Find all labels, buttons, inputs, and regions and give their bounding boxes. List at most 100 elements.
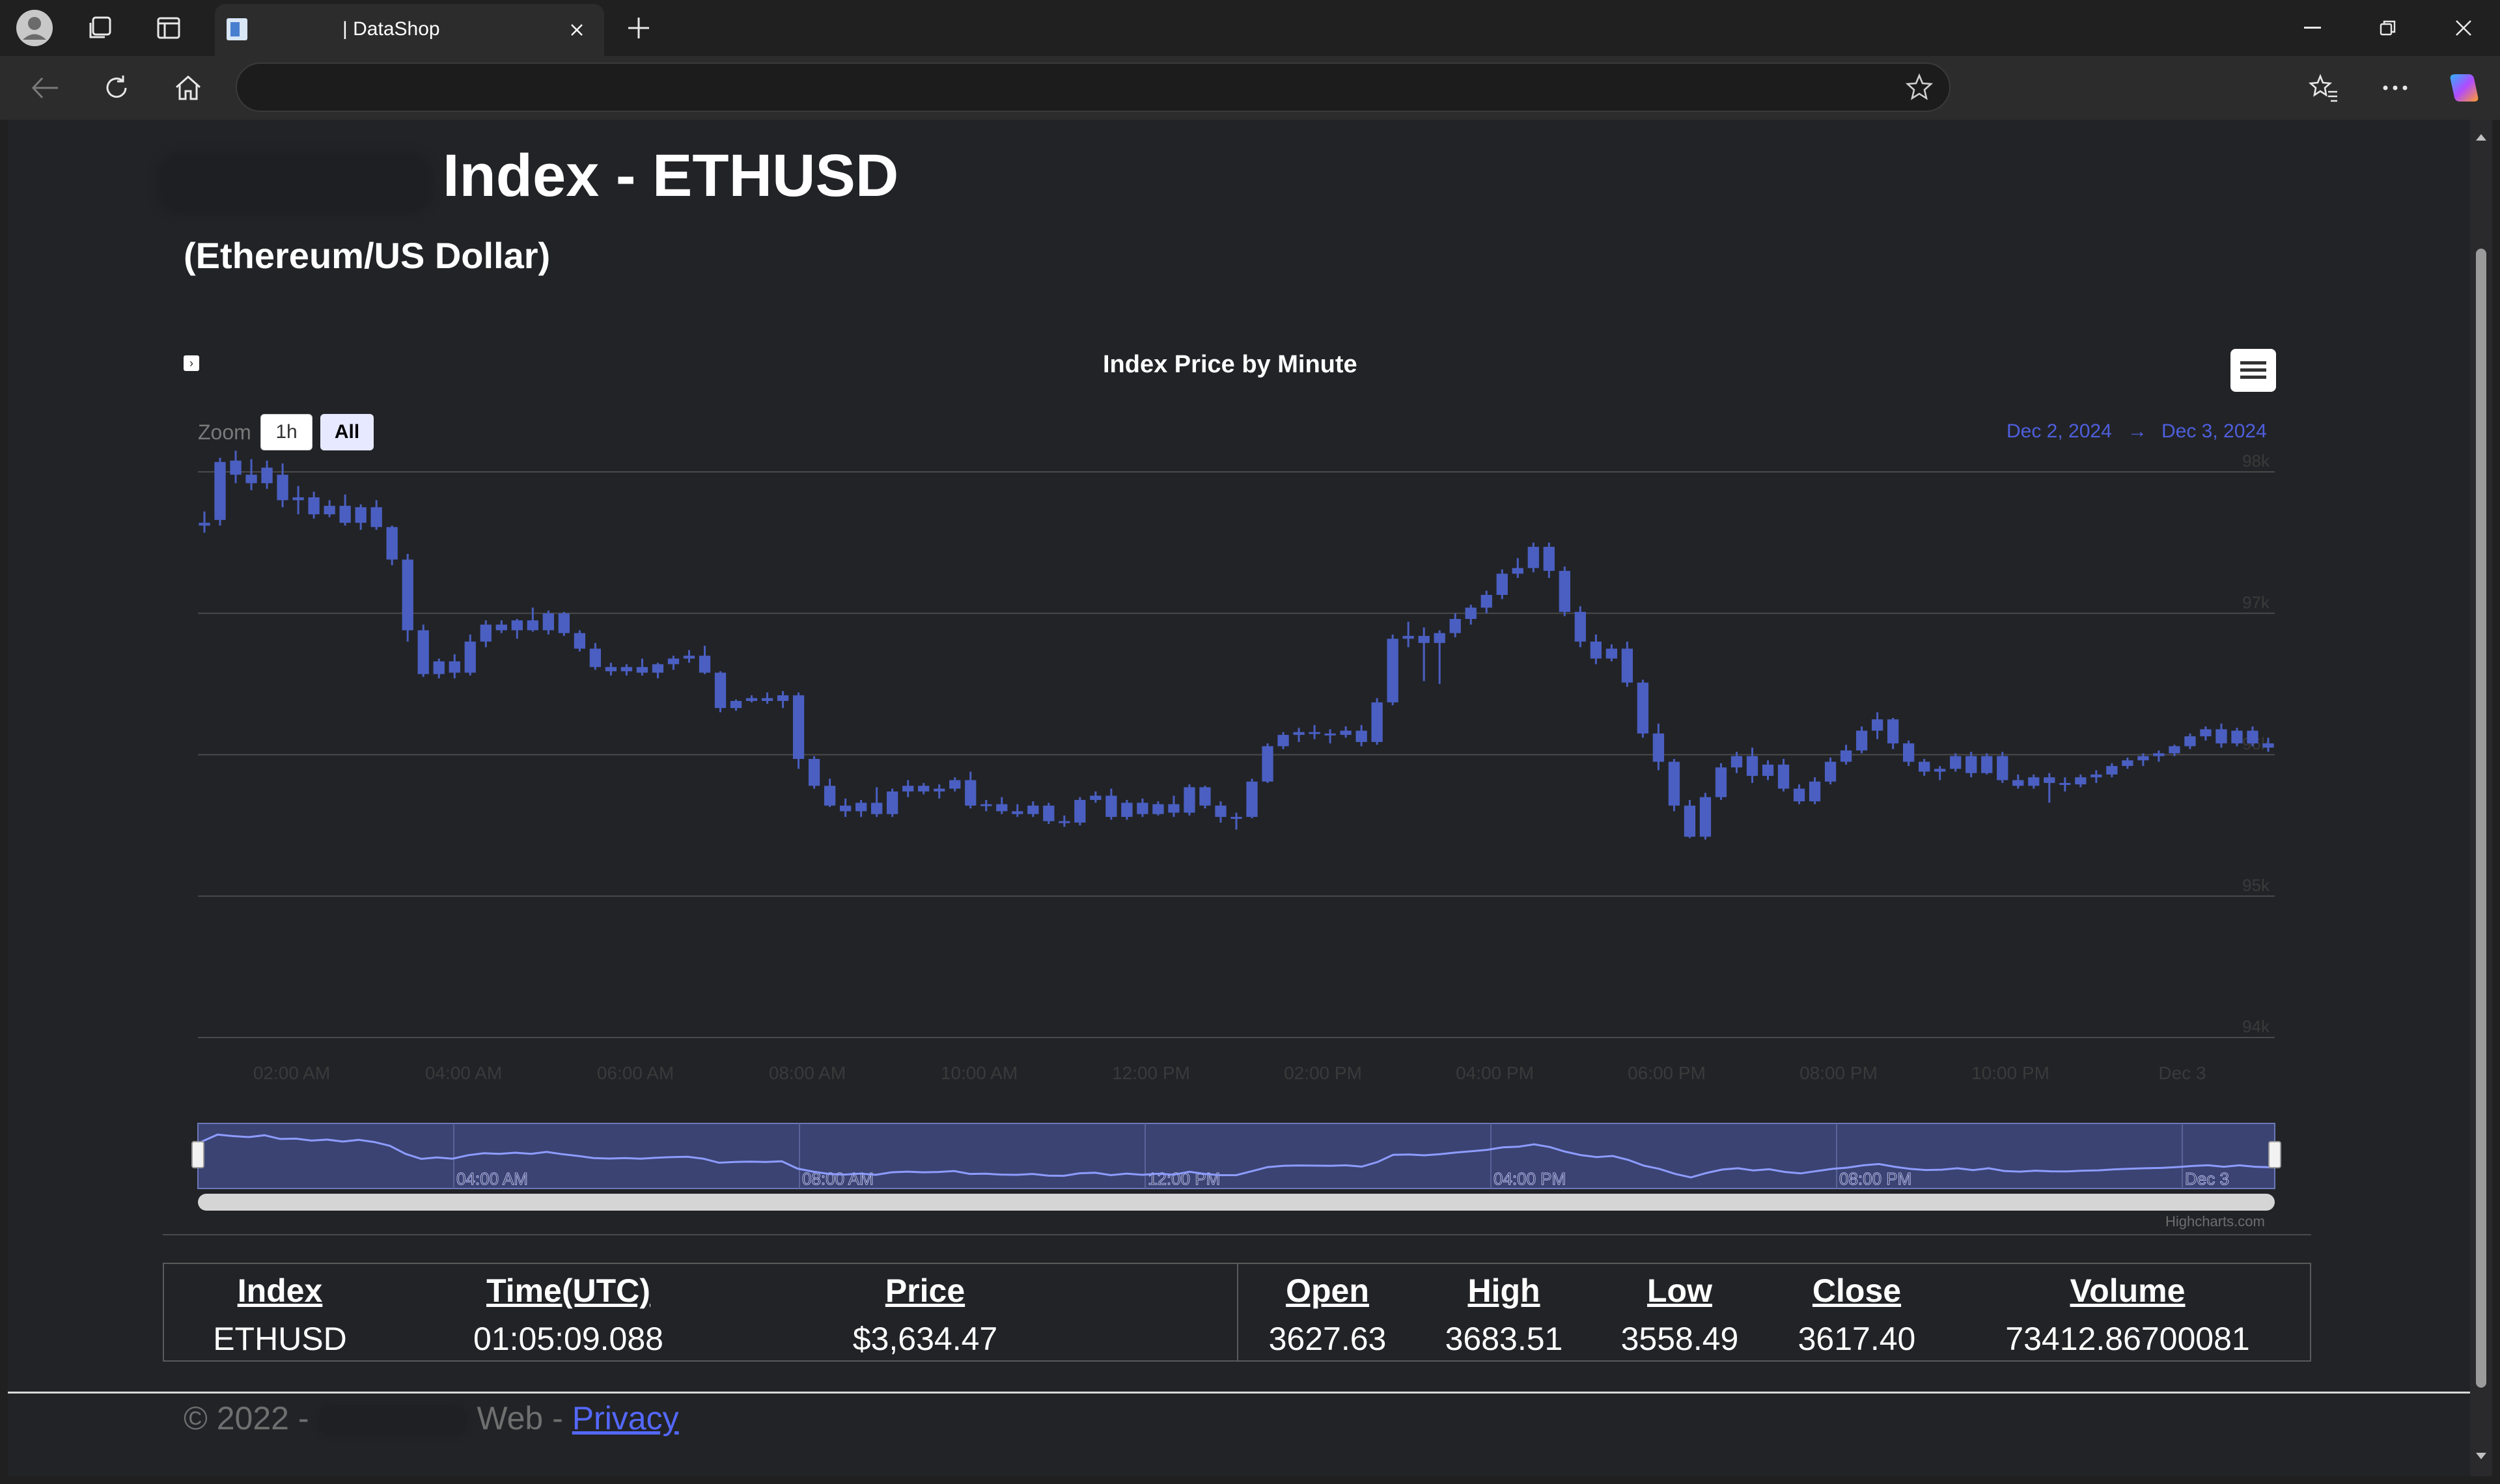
- page-title: Index - ETHUSD: [443, 143, 899, 209]
- candle-body: [1480, 595, 1492, 608]
- candle-body: [1621, 648, 1633, 683]
- candle-body: [996, 804, 1008, 812]
- navigator-scrollbar[interactable]: [198, 1194, 2275, 1211]
- candle-body: [1277, 735, 1289, 747]
- header-high: High: [1467, 1272, 1540, 1309]
- zoom-all-button[interactable]: All: [320, 414, 374, 450]
- candle-body: [2059, 782, 2071, 785]
- candle-body: [1762, 764, 1774, 776]
- candle-body: [1199, 787, 1211, 806]
- chart-expand-icon[interactable]: ›: [184, 355, 199, 371]
- profile-icon[interactable]: [16, 9, 53, 47]
- candle-body: [1543, 547, 1555, 571]
- minimize-icon[interactable]: [2280, 8, 2345, 48]
- candle-body: [2169, 746, 2180, 754]
- vertical-scrollbar[interactable]: [2470, 120, 2492, 1476]
- more-icon[interactable]: [2374, 66, 2417, 109]
- zoom-label: Zoom: [198, 420, 251, 444]
- range-to[interactable]: Dec 3, 2024: [2161, 420, 2267, 442]
- favorites-icon[interactable]: [2302, 66, 2345, 109]
- candle-body: [214, 461, 226, 520]
- candle-body: [918, 786, 930, 791]
- hamburger-menu-icon[interactable]: [2230, 349, 2276, 392]
- address-bar[interactable]: [236, 62, 1951, 112]
- browser-tab[interactable]: | DataShop: [215, 4, 604, 56]
- candle-body: [417, 630, 429, 674]
- candle-body: [1184, 787, 1195, 813]
- candle-body: [902, 786, 914, 791]
- candle-body: [1559, 571, 1570, 612]
- tab-actions-icon[interactable]: [150, 9, 188, 47]
- value-volume: 73412.86700081: [2005, 1321, 2250, 1357]
- value-low: 3558.49: [1620, 1321, 1739, 1357]
- copilot-icon[interactable]: [2443, 66, 2486, 109]
- candle-body: [261, 467, 273, 484]
- candle-body: [1887, 719, 1899, 744]
- redacted-brand: [156, 151, 434, 215]
- highcharts-credits[interactable]: Highcharts.com: [2165, 1213, 2265, 1230]
- candle-body: [792, 695, 805, 760]
- footer-web: Web -: [477, 1400, 563, 1436]
- plus-icon[interactable]: [620, 9, 658, 47]
- candle-body: [699, 655, 711, 673]
- candle-body: [1496, 573, 1508, 596]
- candle-body: [1730, 756, 1743, 768]
- navigator-handle[interactable]: [2268, 1141, 2281, 1168]
- candle-body: [855, 803, 867, 812]
- candle-body: [2012, 780, 2024, 786]
- candle-body: [965, 780, 977, 806]
- scrollbar-thumb[interactable]: [2476, 249, 2486, 1388]
- candle-body: [745, 698, 758, 701]
- candle-body: [527, 620, 538, 631]
- back-arrow-icon[interactable]: [23, 66, 66, 109]
- candle-body: [1340, 730, 1352, 735]
- candle-body: [1919, 762, 1930, 772]
- candle-body: [1371, 702, 1383, 742]
- candle-body: [308, 497, 320, 515]
- workspaces-icon[interactable]: [82, 9, 120, 47]
- candle-body: [1793, 788, 1805, 802]
- candle-body: [542, 613, 554, 631]
- candle-body: [2262, 743, 2274, 748]
- navigator-handle[interactable]: [191, 1141, 204, 1168]
- quote-table-left: Index Time(UTC) Price ETHUSD 01:05:09.08…: [163, 1263, 1238, 1362]
- close-icon[interactable]: [2431, 8, 2496, 48]
- x-tick-label: 08:00 PM: [1799, 1063, 1878, 1083]
- candle-body: [1981, 756, 1993, 773]
- range-from[interactable]: Dec 2, 2024: [2007, 420, 2112, 442]
- scroll-up-icon[interactable]: [2474, 130, 2488, 144]
- home-icon[interactable]: [167, 66, 210, 109]
- chart-title: Index Price by Minute: [1103, 351, 1357, 378]
- browser-titlebar: | DataShop: [0, 0, 2500, 56]
- candle-body: [1903, 743, 1915, 762]
- candle-body: [230, 460, 242, 475]
- x-tick-label: 04:00 PM: [1456, 1063, 1534, 1083]
- value-close: 3617.40: [1798, 1321, 1916, 1357]
- x-tick-label: 12:00 PM: [1112, 1063, 1190, 1083]
- candle-body: [1605, 648, 1618, 659]
- candle-body: [2090, 774, 2102, 778]
- candle-body: [1965, 756, 1977, 773]
- navigator-label: 08:00 PM: [1839, 1169, 1911, 1189]
- scroll-down-icon[interactable]: [2474, 1449, 2488, 1463]
- privacy-link[interactable]: Privacy: [572, 1400, 679, 1436]
- close-icon[interactable]: [562, 16, 591, 44]
- redacted-brand: [318, 1405, 468, 1436]
- star-icon[interactable]: [1902, 70, 1936, 104]
- range-arrow: →: [2128, 420, 2147, 442]
- candle-body: [1418, 636, 1430, 643]
- candle-body: [620, 666, 633, 672]
- candle-body: [449, 661, 460, 673]
- zoom-1h-button[interactable]: 1h: [260, 414, 312, 450]
- restore-icon[interactable]: [2355, 8, 2421, 48]
- candle-body: [1012, 811, 1023, 814]
- candle-body: [2200, 729, 2212, 737]
- navigator-label: Dec 3: [2185, 1169, 2229, 1189]
- candle-body: [370, 507, 382, 527]
- refresh-icon[interactable]: [95, 66, 138, 109]
- candle-body: [1355, 730, 1367, 742]
- candle-body: [2075, 777, 2087, 785]
- x-tick-label: 10:00 AM: [941, 1063, 1018, 1083]
- footer-copyright: © 2022 -: [184, 1400, 309, 1436]
